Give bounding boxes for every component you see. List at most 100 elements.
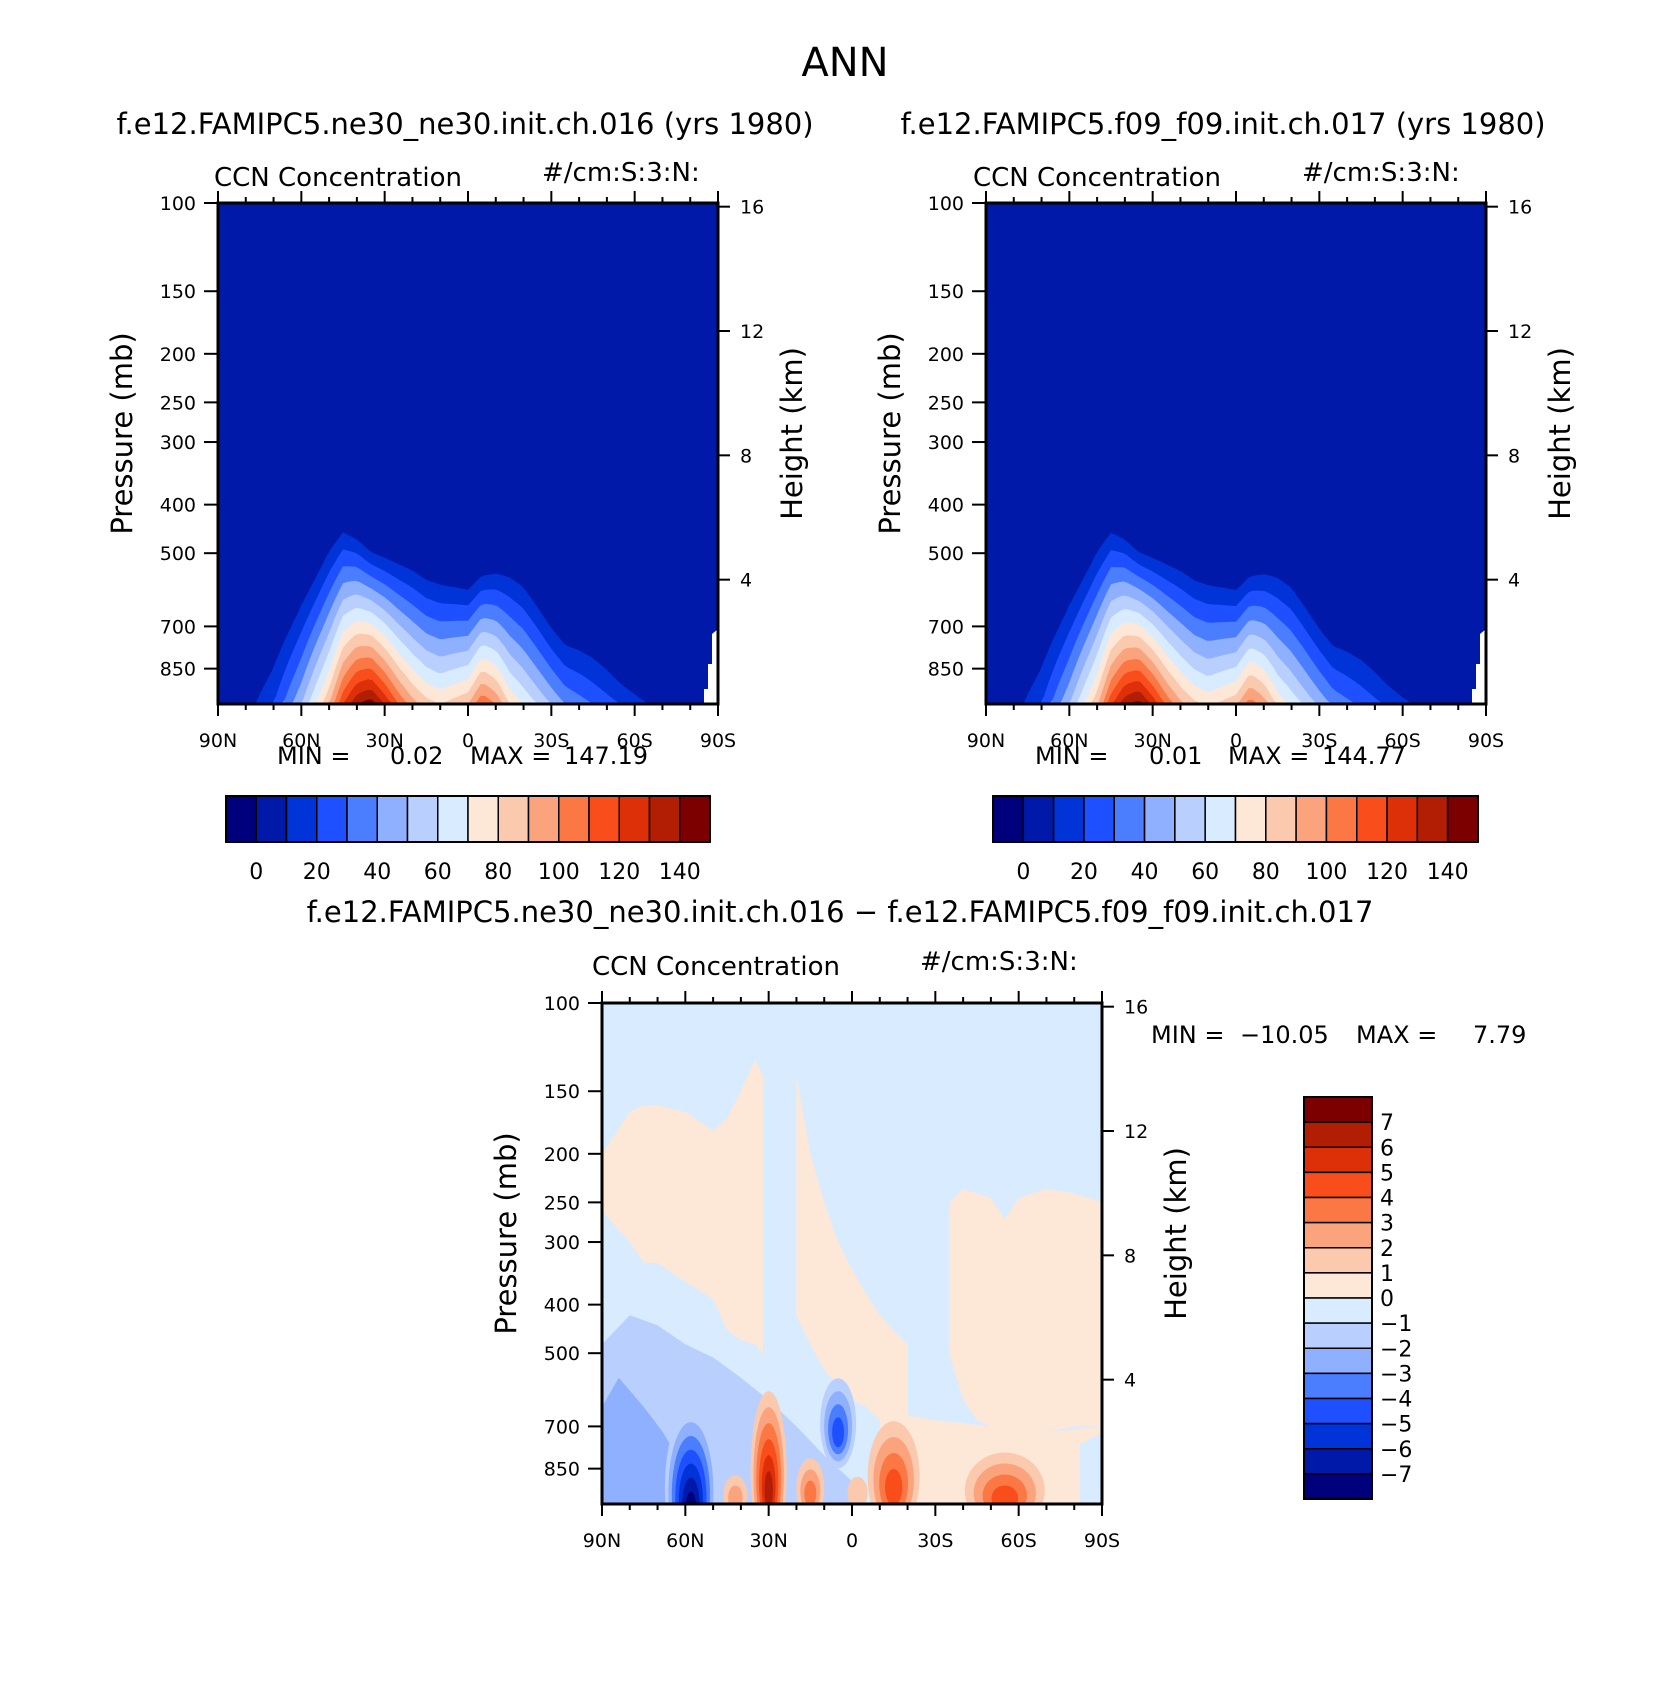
units-label: #/cm:S:3:N:	[920, 947, 1078, 977]
colorbar-frame	[225, 795, 711, 843]
min-label: MIN =	[277, 742, 350, 770]
plot-axes: 100 150 200 250 300 400 500 700 850 16 12 8 4 90N 60N 3…	[105, 191, 809, 752]
height-tick-label: 16	[740, 197, 764, 219]
lat-tick-label: 0	[462, 730, 474, 752]
colorbar-tick-label: −6	[1380, 1438, 1412, 1463]
colorbar-tick-label: 40	[363, 860, 391, 885]
colorbar-swatch	[618, 795, 651, 843]
negative-blob	[832, 1417, 845, 1448]
colorbar-tick-label: 4	[1380, 1187, 1394, 1212]
height-tick-label: 4	[1508, 570, 1520, 592]
colorbar-tick-label: 5	[1380, 1161, 1394, 1186]
colorbar-tick-label: 0	[1016, 860, 1030, 885]
variable-label: CCN Concentration	[214, 163, 462, 193]
pressure-tick-label: 250	[160, 392, 196, 414]
colorbar-swatch	[1204, 795, 1237, 843]
contour-layers	[602, 1003, 1102, 1504]
negative-region	[1079, 1432, 1102, 1504]
colorbar-tick-label: 20	[303, 860, 331, 885]
pressure-tick-label: 700	[544, 1416, 580, 1438]
colorbar-tick-label: 60	[424, 860, 452, 885]
colorbar-tick-label: −7	[1380, 1463, 1412, 1488]
colorbar-swatch	[1052, 795, 1085, 843]
colorbar-swatch	[376, 795, 409, 843]
colorbar-swatch	[1303, 1171, 1373, 1199]
colorbar-swatch	[679, 795, 711, 843]
lat-tick-label: 30S	[533, 730, 569, 752]
colorbar-tick-label: 2	[1380, 1237, 1394, 1262]
height-tick-label: 8	[740, 445, 752, 467]
pressure-tick-label: 250	[544, 1192, 580, 1214]
terrain-mask	[1472, 629, 1486, 704]
colorbar-swatch	[1303, 1372, 1373, 1400]
positive-region	[949, 1188, 1102, 1445]
units-label: #/cm:S:3:N:	[1302, 158, 1460, 188]
colorbar-swatch	[437, 795, 469, 843]
colorbar-swatch	[255, 795, 288, 843]
colorbar-tick-label: 100	[538, 860, 580, 885]
y-axis-label-right: Height (km)	[775, 347, 809, 520]
colorbar-tick-label: 0	[1380, 1287, 1394, 1312]
colorbar-tick-label: 140	[1427, 860, 1469, 885]
lat-tick-label: 60N	[282, 730, 320, 752]
colorbar-swatch	[1356, 795, 1388, 843]
colorbar-swatch	[1303, 1221, 1373, 1249]
lat-tick-label: 60N	[666, 1530, 704, 1552]
variable-label: CCN Concentration	[973, 163, 1221, 193]
pressure-tick-label: 850	[928, 659, 964, 681]
colorbar-tick-label: −5	[1380, 1413, 1412, 1438]
lat-tick-label: 30N	[365, 730, 403, 752]
colorbar-tick-label: 3	[1380, 1212, 1394, 1237]
positive-blob	[991, 1485, 1019, 1504]
colorbar-frame	[1303, 1096, 1373, 1500]
contour-plot	[602, 1003, 1102, 1504]
height-tick-label: 16	[1508, 197, 1532, 219]
pressure-tick-label: 850	[160, 659, 196, 681]
colorbar-swatch	[1265, 795, 1297, 843]
lat-tick-label: 60S	[1001, 1530, 1037, 1552]
contour-plot	[986, 203, 1486, 704]
pressure-tick-label: 300	[544, 1232, 580, 1254]
y-axis-label-right: Height (km)	[1159, 1147, 1193, 1320]
lat-tick-label: 90S	[1084, 1530, 1120, 1552]
height-tick-label: 12	[1508, 321, 1532, 343]
colorbar-tick-label: 120	[1366, 860, 1408, 885]
colorbar-swatch	[1303, 1121, 1373, 1148]
lat-tick-label: 30N	[1133, 730, 1171, 752]
height-tick-label: 8	[1124, 1245, 1136, 1267]
colorbar-tick-label: 80	[484, 860, 512, 885]
contour-band	[986, 670, 1486, 704]
colorbar-tick-label: 120	[598, 860, 640, 885]
contour-band	[986, 659, 1486, 704]
pressure-tick-label: 300	[160, 432, 196, 454]
terrain-mask	[704, 629, 718, 704]
colorbar-tick-label: 20	[1070, 860, 1098, 885]
colorbar-tick-label: −4	[1380, 1388, 1412, 1413]
variable-label: CCN Concentration	[592, 952, 840, 982]
lat-tick-label: 30S	[1301, 730, 1337, 752]
colorbar-swatch	[1303, 1247, 1373, 1274]
pressure-tick-label: 400	[928, 495, 964, 517]
panel-difference: f.e12.FAMIPC5.ne30_ne30.init.ch.016 − f.…	[307, 895, 1527, 1552]
plot-axes: 100 150 200 250 300 400 500 700 850 16 12 8 4 90N 60N 3…	[873, 191, 1577, 752]
height-tick-label: 12	[1124, 1121, 1148, 1143]
colorbar-tick-label: 80	[1252, 860, 1280, 885]
colorbar-tick-label: 7	[1380, 1111, 1394, 1136]
colorbar: 0 20 40 60 80 100 120 140	[992, 795, 1479, 885]
positive-region	[796, 1076, 908, 1427]
colorbar-swatch	[558, 795, 590, 843]
pressure-tick-label: 400	[160, 495, 196, 517]
max-value: 144.77	[1322, 742, 1406, 770]
colorbar-swatch	[1303, 1473, 1373, 1500]
positive-blob	[847, 1476, 868, 1504]
colorbar-swatch	[1303, 1196, 1373, 1224]
contour-layers	[218, 203, 718, 704]
max-label: MAX =	[470, 742, 551, 770]
colorbar-swatch	[1303, 1297, 1373, 1324]
pressure-tick-label: 300	[928, 432, 964, 454]
colorbar: 0 20 40 60 80 100 120 140	[225, 795, 711, 885]
colorbar-swatch	[588, 795, 620, 843]
colorbar-frame	[992, 795, 1479, 843]
lat-tick-label: 60S	[617, 730, 653, 752]
negative-blob	[682, 1477, 700, 1504]
